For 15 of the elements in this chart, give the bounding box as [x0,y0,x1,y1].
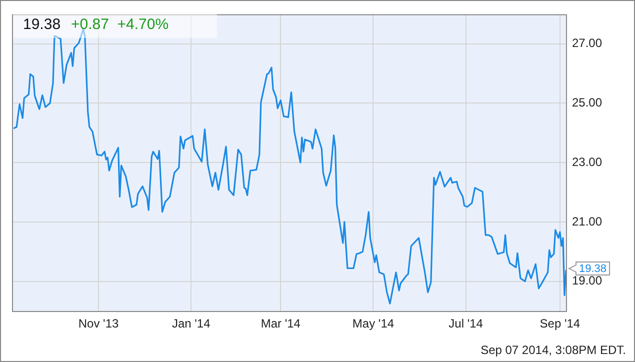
y-tick-label: 19.00 [572,274,602,288]
text: Sep 07 2014, 3:08PM EDT. [480,343,626,357]
chart-title: 19.38 [23,16,61,33]
x-tick-label: Mar '14 [260,316,301,331]
y-tick-label: 27.00 [572,36,602,50]
y-tick-label: 23.00 [572,154,602,169]
annotation: 19.38 [579,263,607,276]
chart-subtitle: +0.87 +4.70% [71,16,169,33]
x-tick-label: Sep '14 [540,316,580,331]
x-tick-label: Nov '13 [78,316,119,331]
x-tick-label: May '14 [352,316,394,331]
y-tick-label: 25.00 [572,96,602,110]
x-tick-label: Jul '14 [448,316,484,331]
x-tick-label: Jan '14 [172,316,211,331]
y-tick-label: 21.00 [572,214,602,228]
